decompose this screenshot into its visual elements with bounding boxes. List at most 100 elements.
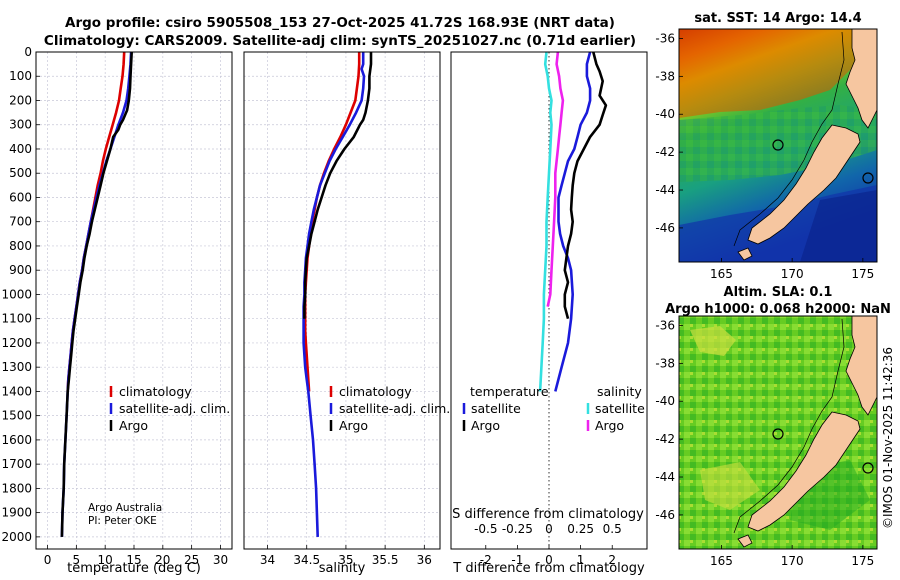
y-tick-label: 900 [9,263,32,277]
sla-map-frame [678,315,878,550]
y-tick-label: 1100 [1,312,32,326]
temperature-ticks: 0 5 10 15 20 25 30 [44,545,228,567]
x-tick-label: 25 [184,553,199,567]
y-tick-label: 1900 [1,506,32,520]
map-y-tick-label: -46 [655,221,675,235]
legend-temperature-title: temperature [470,384,549,399]
map-x-tick-label: 175 [851,267,874,281]
y-tick-label: 100 [9,69,32,83]
s-difference-label: S difference from climatology [452,507,644,522]
s-tick-label: 0 [545,522,553,536]
legend-t-satellite-label: satellite [471,401,521,416]
difference-lines [538,52,608,392]
y-tick-label: 1700 [1,457,32,471]
depth-ticks: 0 100 200 300 400 500 600 700 800 900 1000 1100 1200… [1,45,40,544]
sla-yellow-patch-2 [700,462,760,510]
y-tick-label: 1300 [1,360,32,374]
chatham-marker [862,462,874,474]
map-y-tick-label: -40 [655,394,675,408]
series-line-t-argo [563,52,608,320]
x-tick-label: 2 [608,553,616,567]
x-tick-label: 1 [577,553,585,567]
y-tick-label: 300 [9,118,32,132]
sla-map-title-line1: Altim. SLA: 0.1 [724,285,833,300]
x-tick-label: 5 [73,553,81,567]
south-island [747,411,861,532]
map-x-tick-label: 175 [851,554,874,568]
south-island [747,124,861,245]
y-tick-label: 2000 [1,530,32,544]
y-tick-label: 200 [9,93,32,107]
sla-map-title-line2: Argo h1000: 0.068 h2000: NaN [665,302,891,317]
s-difference-ticks: -0.5 -0.25 0 0.25 0.5 [474,522,622,536]
shelf-contour [733,31,845,247]
legend-satellite-label: satellite-adj. clim. [119,401,230,416]
y-tick-label: 700 [9,215,32,229]
north-island [845,29,877,129]
difference-panel: -2 -1 0 1 2 S difference from climatology -0… [450,51,648,576]
sst-map-frame [678,28,878,263]
legend-salinity-title: salinity [597,384,642,399]
temperature-legend: climatology satellite-adj. clim. Argo [109,384,230,433]
legend-satellite-label: satellite-adj. clim. [339,401,450,416]
argo-float-marker [772,139,784,151]
map-x-tick-label: 170 [781,554,804,568]
map-y-tick-label: -44 [655,183,675,197]
x-tick-label: -1 [511,553,523,567]
stewart-island [737,247,753,261]
y-tick-label: 1600 [1,433,32,447]
x-tick-label: 30 [213,553,228,567]
x-tick-label: 35.5 [372,553,399,567]
stewart-island [737,534,753,548]
map-y-tick-label: -44 [655,470,675,484]
y-tick-label: 500 [9,166,32,180]
series-line-t-satellite [554,52,592,392]
x-tick-label: -2 [480,553,492,567]
salinity-panel: 34 34.5 35 35.5 36 salinity climatology sate… [243,51,450,576]
salinity-xlabel: salinity [319,561,366,576]
sst-land [733,29,877,261]
y-tick-label: 1400 [1,384,32,398]
y-tick-label: 1000 [1,287,32,301]
argo-float-marker [772,428,784,440]
sla-land [733,316,877,548]
legend-climatology-label: climatology [119,384,192,399]
sst-map-panel: sat. SST: 14 Argo: 14.4 165 170 175 -36 -38 -… [655,11,878,281]
x-tick-label: 20 [155,553,170,567]
map-y-tick-label: -42 [655,145,675,159]
figure-title-line2: Climatology: CARS2009. Satellite-adj cli… [44,33,636,49]
sst-cold-eddy [800,190,877,262]
sla-map-field [679,316,877,549]
salinity-lines [302,52,373,537]
sst-map-title: sat. SST: 14 Argo: 14.4 [694,11,861,26]
shelf-contour [733,318,845,534]
sst-map-field [679,29,877,262]
chatham-marker [862,172,874,184]
north-island [845,316,877,416]
t-difference-label: T difference from climatology [452,561,645,576]
x-tick-label: 34 [260,553,275,567]
difference-legend: temperature salinity satellite Argo sate… [462,384,645,433]
sla-yellow-patch-1 [690,326,736,356]
y-tick-label: 800 [9,239,32,253]
map-y-tick-label: -38 [655,69,675,83]
temperature-panel: 0 5 10 15 20 25 30 0 100 200 300 400 500 600 700 800 90… [1,45,233,576]
salinity-legend: climatology satellite-adj. clim. Argo [329,384,450,433]
map-y-tick-label: -40 [655,107,675,121]
legend-argo-label: Argo [339,418,368,433]
sst-warm-north [679,29,877,118]
temperature-grid [36,51,232,549]
map-y-tick-label: -36 [655,318,675,332]
series-line-s-argo [546,52,565,307]
map-x-tick-label: 165 [710,554,733,568]
y-tick-label: 1500 [1,409,32,423]
s-tick-label: -0.25 [502,522,533,536]
map-y-tick-label: -36 [655,31,675,45]
y-tick-label: 0 [24,45,32,59]
s-tick-label: 0.5 [603,522,622,536]
salinity-grid [244,51,440,549]
x-tick-label: 35 [338,553,353,567]
temperature-lines [60,52,133,537]
series-line-argo [303,52,373,319]
